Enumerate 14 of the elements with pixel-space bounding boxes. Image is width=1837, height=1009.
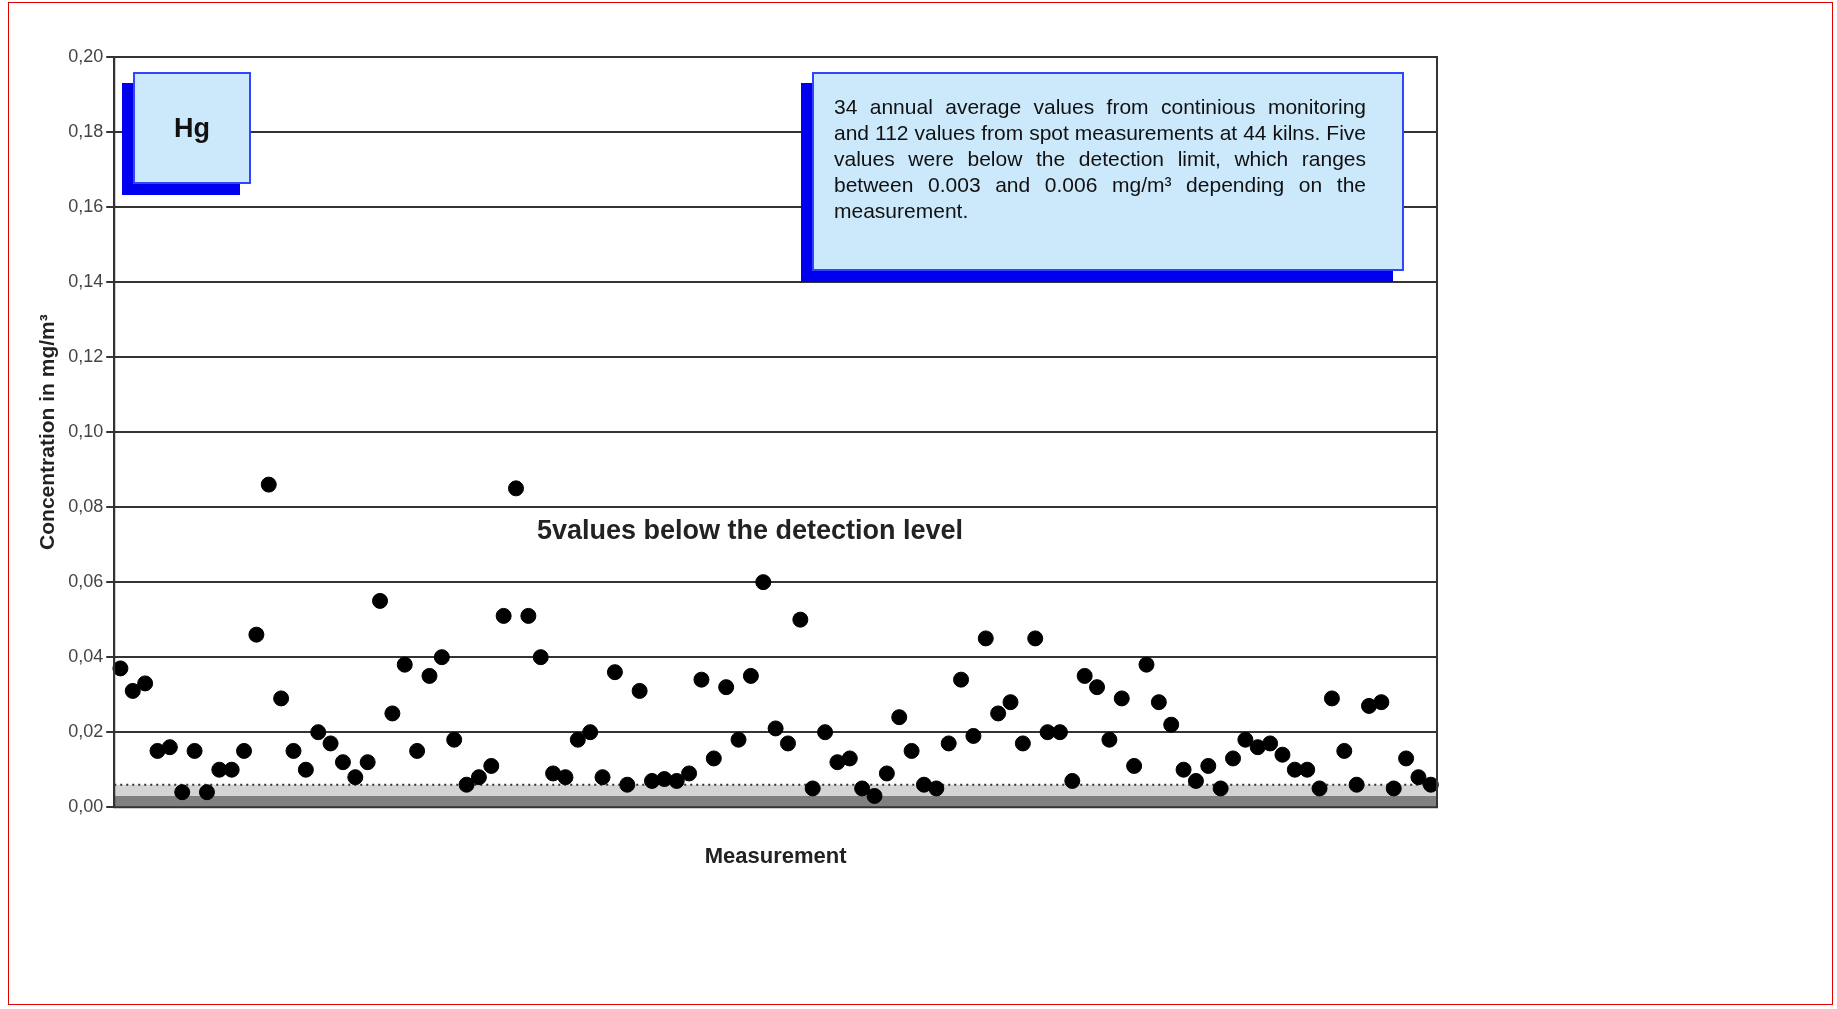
y-tick-label: 0,16 xyxy=(68,196,104,217)
y-tick-label: 0,20 xyxy=(68,45,104,66)
y-axis-title: Concentration in mg/m³ xyxy=(35,314,59,550)
y-tick-label: 0,10 xyxy=(68,421,104,442)
y-tick-label: 0,04 xyxy=(68,646,104,667)
y-tick-label: 0,06 xyxy=(68,571,104,592)
y-tick-label: 0,02 xyxy=(68,721,104,742)
y-tick-label: 0,14 xyxy=(68,271,104,292)
y-tick-label: 0,18 xyxy=(68,120,104,141)
y-tick-label: 0,08 xyxy=(68,496,104,517)
y-tick-label: 0,12 xyxy=(68,346,104,367)
y-tick-label: 0,00 xyxy=(68,796,104,817)
annotation: 5values below the detection level xyxy=(535,515,965,546)
x-axis-title: Measurement xyxy=(704,842,848,868)
